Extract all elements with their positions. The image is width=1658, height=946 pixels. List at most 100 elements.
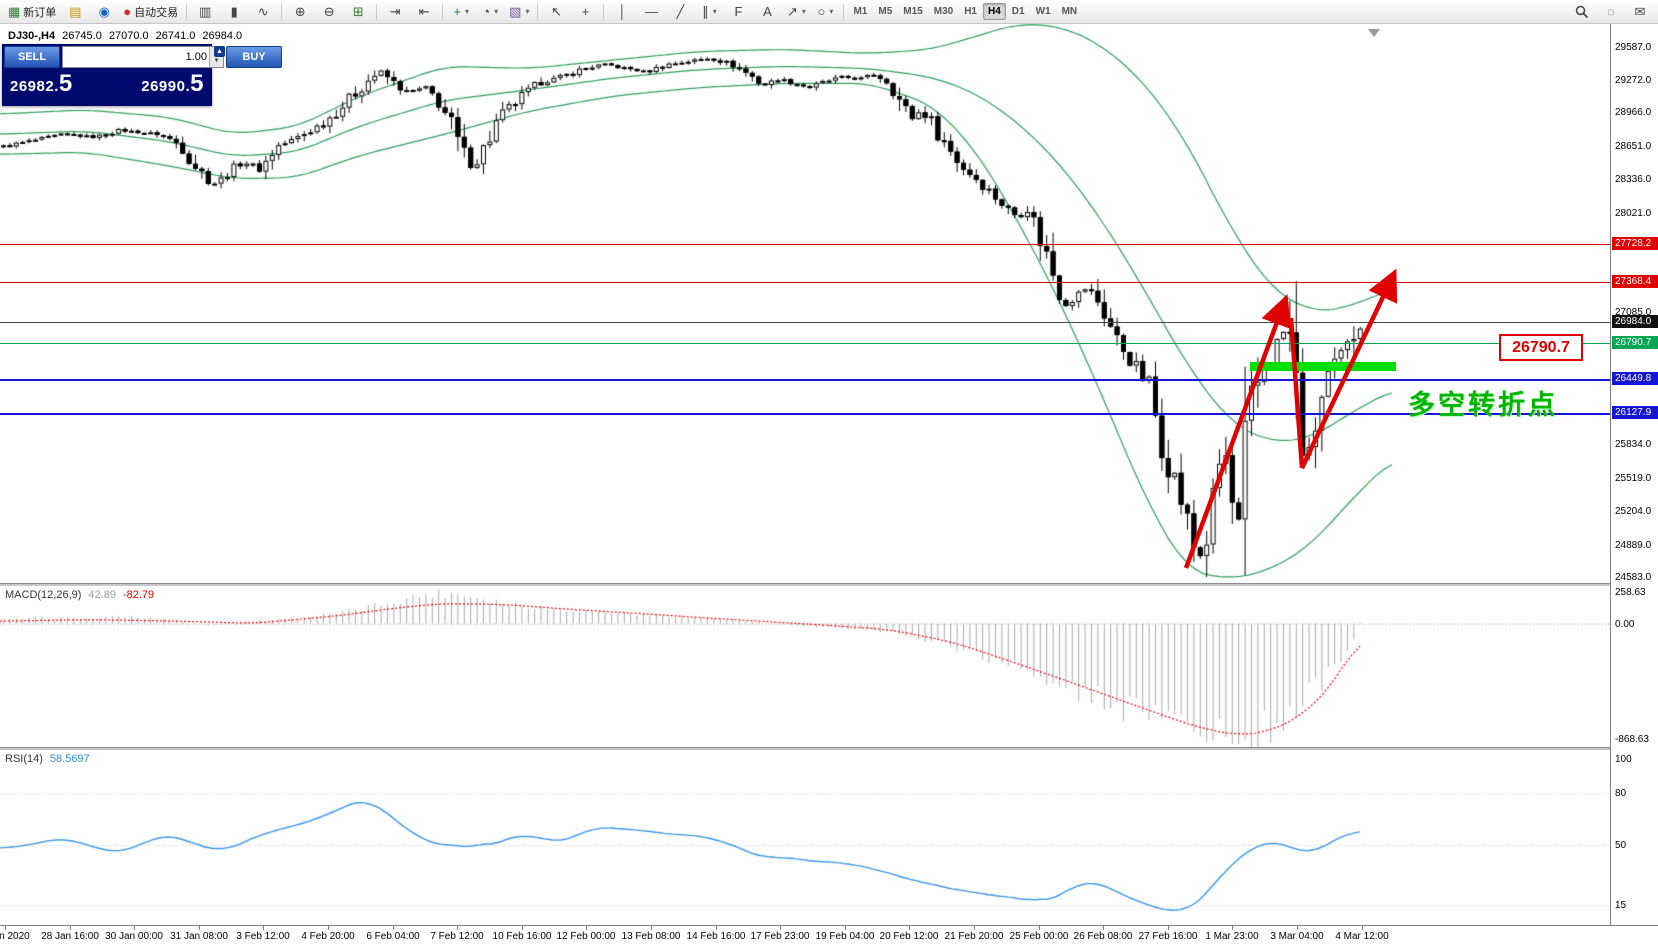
time-tick: [1168, 926, 1169, 930]
horizontal-level-line-27368.4[interactable]: [0, 281, 1610, 283]
chat-button[interactable]: ✉: [1626, 1, 1654, 23]
vertical-line-button[interactable]: │: [608, 1, 636, 23]
axis-label: 80: [1615, 788, 1627, 800]
crosshair-button[interactable]: +: [571, 1, 599, 23]
horizontal-line-button[interactable]: —: [637, 1, 665, 23]
horizontal-level-line-26790.7[interactable]: [0, 342, 1610, 344]
macd-chart-canvas[interactable]: [0, 586, 1610, 750]
bar-chart-icon: ▥: [199, 4, 212, 19]
trend-arrow-up-2[interactable]: [1299, 268, 1398, 469]
search-button[interactable]: [1568, 1, 1596, 23]
new-order-button[interactable]: ▦ 新订单: [4, 1, 60, 23]
time-tick: [1297, 926, 1298, 930]
horizontal-level-line-27728.2[interactable]: [0, 243, 1610, 245]
timeframe-m30-button[interactable]: M30: [933, 6, 954, 17]
profile-button[interactable]: ◉: [90, 1, 118, 23]
profile-icon: ◉: [98, 4, 110, 19]
trendline-button[interactable]: ╱: [666, 1, 694, 23]
chat-icon: ✉: [1634, 4, 1646, 19]
one-click-collapse-button[interactable]: ▲: [214, 46, 225, 57]
periods-icon: ◔: [482, 4, 491, 19]
timeframe-m1-button[interactable]: M1: [853, 6, 868, 17]
close-value: 26984.0: [202, 30, 243, 42]
candlestick-button[interactable]: ▮: [220, 1, 248, 23]
volume-input[interactable]: [63, 47, 209, 67]
timeframe-h1-button[interactable]: H1: [964, 6, 977, 17]
zoom-in-button[interactable]: ⊕: [286, 1, 314, 23]
panel-splitter-macd[interactable]: [0, 583, 1658, 586]
axis-label: 25519.0: [1615, 472, 1652, 484]
toolbar-separator: [603, 3, 605, 20]
zoom-out-button[interactable]: ⊖: [315, 1, 343, 23]
price-axis[interactable]: 29587.0 29272.0 28966.0 28651.0 28336.0 28021…: [1610, 24, 1658, 925]
buy-price[interactable]: 26990.5: [141, 70, 204, 97]
new-order-button-label: 新订单: [23, 6, 57, 19]
trend-line-down[interactable]: [1288, 317, 1305, 469]
trendline-icon: ╱: [676, 4, 685, 19]
time-label: 25 Feb 00:00: [1009, 931, 1069, 942]
price-level-box-label[interactable]: 26790.7: [1499, 334, 1583, 361]
axis-label: 24889.0: [1615, 539, 1652, 551]
rsi-chart-canvas[interactable]: [0, 750, 1610, 925]
time-label: 20 Feb 12:00: [879, 931, 939, 942]
bar-chart-button[interactable]: ▥: [191, 1, 219, 23]
text-button[interactable]: A: [753, 1, 781, 23]
time-label: 21 Feb 20:00: [944, 931, 1004, 942]
autotrading-button[interactable]: ● 自动交易: [119, 1, 182, 23]
timeframe-h4-button[interactable]: H4: [982, 3, 1006, 20]
timeframe-d1-button[interactable]: D1: [1011, 6, 1025, 17]
time-label: 10 Feb 16:00: [492, 931, 552, 942]
trend-arrows-layer: [1183, 268, 1398, 569]
sell-button[interactable]: SELL: [4, 46, 60, 68]
volume-down-button[interactable]: ▼: [210, 57, 223, 67]
channel-button[interactable]: ∥ ▾: [695, 1, 723, 23]
indicators-button[interactable]: + ▾: [447, 1, 475, 23]
axis-label: 24583.0: [1615, 571, 1652, 583]
community-button[interactable]: ◌: [1597, 1, 1625, 23]
time-label: 13 Feb 08:00: [621, 931, 681, 942]
buy-button[interactable]: BUY: [226, 46, 282, 68]
price-chart-canvas[interactable]: [0, 24, 1610, 586]
chart-window-button[interactable]: ▤: [61, 1, 89, 23]
fibonacci-button[interactable]: F: [724, 1, 752, 23]
price-tag-26127.9: 26127.9: [1612, 406, 1658, 420]
toolbar-separator: [442, 3, 444, 20]
time-tick: [1362, 926, 1363, 930]
fibonacci-icon: F: [734, 4, 743, 19]
trend-arrow-up-1[interactable]: [1183, 294, 1292, 569]
timeframe-m15-button[interactable]: M15: [903, 6, 923, 17]
cursor-button[interactable]: ↖: [542, 1, 570, 23]
arrows-button[interactable]: ↗ ▾: [782, 1, 810, 23]
time-label: 30 Jan 00:00: [105, 931, 163, 942]
symbol-period-label: DJ30-,H4: [8, 30, 56, 42]
chart-shift-marker[interactable]: [1368, 29, 1380, 37]
timeframe-mn-button[interactable]: MN: [1061, 6, 1078, 17]
toolbar-separator: [281, 3, 283, 20]
time-axis[interactable]: 7 Jan 2020 28 Jan 16:00 30 Jan 00:00 31 Jan…: [0, 925, 1658, 946]
horizontal-level-line-26127.9[interactable]: [0, 413, 1610, 416]
time-label: 31 Jan 08:00: [170, 931, 228, 942]
chevron-down-icon: ▾: [801, 7, 806, 16]
turning-point-annotation[interactable]: 多空转折点: [1408, 390, 1558, 420]
current-price-tag: 26984.0: [1612, 315, 1658, 329]
sell-price[interactable]: 26982.5: [10, 70, 73, 97]
line-chart-button[interactable]: ∿: [249, 1, 277, 23]
shapes-button[interactable]: ○ ▾: [811, 1, 839, 23]
horizontal-level-line-26449.8[interactable]: [0, 379, 1610, 382]
chart-shift-button[interactable]: ⇤: [410, 1, 438, 23]
axis-label: 28966.0: [1615, 107, 1652, 119]
auto-scroll-button[interactable]: ⇥: [381, 1, 409, 23]
axis-label: 27085.0: [1615, 306, 1652, 318]
timeframe-m5-button[interactable]: M5: [878, 6, 893, 17]
support-zone-bar[interactable]: [1250, 362, 1396, 371]
rsi-value: 58.5697: [49, 753, 90, 765]
periods-button[interactable]: ◔ ▾: [476, 1, 504, 23]
timeframe-w1-button[interactable]: W1: [1035, 6, 1051, 17]
time-label: 1 Mar 23:00: [1205, 931, 1259, 942]
templates-button[interactable]: ▧ ▾: [505, 1, 533, 23]
panel-splitter-rsi[interactable]: [0, 747, 1658, 750]
axis-label: 50: [1615, 840, 1627, 851]
price-tag-27728.2: 27728.2: [1612, 236, 1658, 250]
tile-windows-button[interactable]: ⊞: [344, 1, 372, 23]
